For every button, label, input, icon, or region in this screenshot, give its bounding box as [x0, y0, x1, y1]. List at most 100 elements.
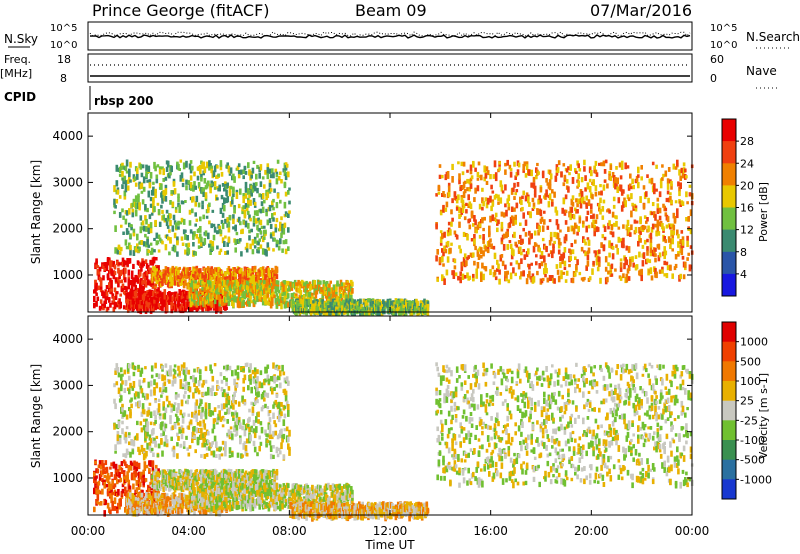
heatmap-cell — [134, 182, 138, 187]
heatmap-cell — [248, 229, 251, 234]
heatmap-cell — [272, 198, 275, 203]
heatmap-cell — [191, 165, 194, 171]
heatmap-cell — [93, 295, 96, 302]
heatmap-cell — [94, 460, 97, 465]
colorbar-swatch — [722, 273, 736, 297]
heatmap-cell — [113, 198, 116, 205]
heatmap-cell — [98, 474, 102, 481]
heatmap-cell — [160, 192, 163, 198]
heatmap-cell — [507, 279, 511, 284]
heatmap-cell — [339, 301, 343, 305]
heatmap-cell — [215, 284, 218, 291]
heatmap-cell — [114, 294, 118, 300]
heatmap-cell — [221, 237, 225, 244]
heatmap-cell — [135, 487, 139, 494]
heatmap-cell — [260, 225, 264, 229]
heatmap-cell — [545, 267, 548, 274]
heatmap-cell — [585, 225, 588, 233]
heatmap-cell — [135, 461, 139, 467]
heatmap-cell — [622, 224, 625, 229]
colorbar-swatch — [722, 251, 736, 275]
heatmap-cell — [195, 234, 199, 239]
heatmap-cell — [485, 202, 489, 209]
heatmap-cell — [271, 289, 274, 293]
heatmap-cell — [260, 273, 264, 277]
heatmap-cell — [572, 227, 576, 235]
heatmap-cell — [565, 168, 569, 173]
heatmap-cell — [436, 278, 439, 282]
heatmap-cell — [269, 223, 273, 229]
heatmap-cell — [320, 286, 323, 293]
heatmap-cell — [666, 183, 670, 190]
heatmap-cell — [275, 202, 279, 209]
heatmap-cell — [104, 262, 108, 269]
heatmap-cell — [155, 174, 159, 180]
heatmap-cell — [595, 172, 599, 177]
heatmap-cell — [180, 236, 184, 241]
heatmap-cell — [164, 184, 168, 189]
heatmap-cell — [466, 272, 469, 279]
heatmap-cell — [333, 301, 337, 308]
heatmap-cell — [498, 167, 501, 171]
heatmap-cell — [531, 273, 535, 279]
heatmap-cell — [137, 195, 140, 203]
heatmap-cell — [218, 184, 221, 192]
heatmap-cell — [437, 191, 441, 195]
heatmap-cell — [590, 209, 593, 214]
heatmap-cell — [146, 293, 149, 301]
heatmap-cell — [263, 199, 266, 204]
heatmap-cell — [505, 277, 508, 282]
heatmap-cell — [519, 222, 522, 226]
heatmap-cell — [577, 173, 580, 180]
heatmap-cell — [200, 173, 203, 179]
heatmap-cell — [224, 251, 227, 255]
heatmap-cell — [227, 269, 231, 276]
heatmap-cell — [235, 189, 239, 193]
heatmap-cell — [505, 271, 508, 279]
heatmap-cell — [185, 243, 188, 247]
heatmap-cell — [506, 244, 509, 250]
heatmap-cell — [244, 186, 248, 193]
heatmap-cell — [592, 219, 595, 225]
heatmap-cell — [208, 267, 211, 273]
heatmap-cell — [396, 307, 400, 312]
heatmap-cell — [598, 162, 601, 166]
heatmap-cell — [608, 242, 611, 249]
heatmap-cell — [634, 226, 638, 233]
heatmap-cell — [611, 172, 615, 178]
heatmap-cell — [140, 302, 144, 309]
heatmap-cell — [144, 204, 147, 210]
heatmap-cell — [285, 300, 289, 305]
heatmap-cell — [538, 195, 541, 200]
heatmap-cell — [154, 219, 157, 227]
heatmap-cell — [97, 480, 101, 486]
heatmap-cell — [290, 293, 294, 298]
heatmap-cell — [279, 238, 282, 245]
heatmap-cell — [201, 287, 204, 291]
heatmap-cell — [149, 460, 152, 467]
heatmap-cell — [220, 194, 224, 200]
heatmap-cell — [507, 206, 511, 211]
heatmap-cell — [216, 165, 219, 169]
heatmap-cell — [451, 176, 454, 183]
heatmap-cell — [292, 305, 296, 310]
heatmap-cell — [469, 177, 473, 182]
heatmap-cell — [188, 280, 192, 284]
heatmap-cell — [346, 280, 350, 285]
heatmap-cell — [519, 275, 522, 280]
heatmap-cell — [129, 233, 132, 239]
heatmap-cell — [615, 183, 618, 190]
heatmap-cell — [552, 243, 555, 248]
heatmap-cell — [321, 299, 324, 305]
heatmap-cell — [208, 220, 211, 225]
heatmap-cell — [562, 197, 566, 205]
heatmap-cell — [570, 243, 574, 248]
heatmap-cell — [129, 179, 132, 183]
heatmap-cell — [112, 461, 116, 469]
heatmap-cell — [164, 244, 168, 251]
heatmap-cell — [513, 231, 516, 239]
heatmap-cell — [259, 181, 263, 187]
heatmap-cell — [546, 182, 550, 186]
heatmap-cell — [483, 176, 486, 182]
heatmap-cell — [279, 225, 282, 232]
